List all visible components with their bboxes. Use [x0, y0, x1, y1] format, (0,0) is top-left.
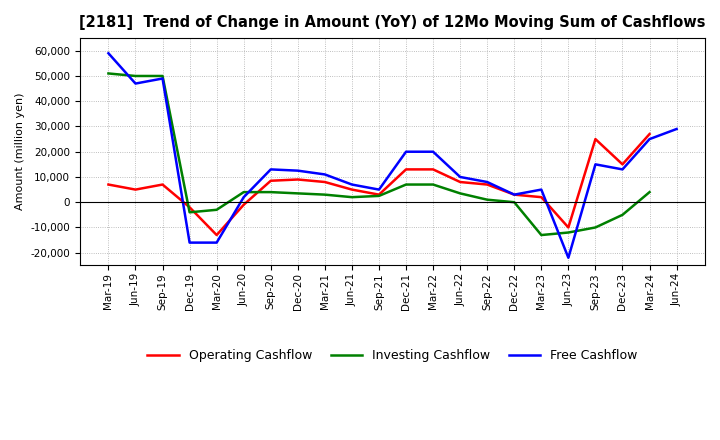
Free Cashflow: [104, 51, 113, 56]
Free Cashflow: [131, 81, 140, 86]
Free Cashflow: [591, 162, 600, 167]
Free Cashflow: [483, 180, 492, 185]
Free Cashflow: [212, 240, 221, 245]
Operating Cashflow: [212, 232, 221, 238]
Investing Cashflow: [185, 210, 194, 215]
Investing Cashflow: [429, 182, 438, 187]
Free Cashflow: [429, 149, 438, 154]
Free Cashflow: [239, 194, 248, 200]
Free Cashflow: [266, 167, 275, 172]
Operating Cashflow: [591, 136, 600, 142]
Operating Cashflow: [266, 178, 275, 183]
Investing Cashflow: [483, 197, 492, 202]
Free Cashflow: [672, 126, 681, 132]
Operating Cashflow: [483, 182, 492, 187]
Free Cashflow: [348, 182, 356, 187]
Operating Cashflow: [239, 202, 248, 207]
Operating Cashflow: [374, 192, 383, 197]
Free Cashflow: [537, 187, 546, 192]
Investing Cashflow: [131, 73, 140, 79]
Free Cashflow: [456, 174, 464, 180]
Investing Cashflow: [239, 190, 248, 195]
Line: Investing Cashflow: Investing Cashflow: [109, 73, 649, 235]
Investing Cashflow: [266, 190, 275, 195]
Investing Cashflow: [402, 182, 410, 187]
Investing Cashflow: [348, 194, 356, 200]
Free Cashflow: [618, 167, 627, 172]
Operating Cashflow: [185, 205, 194, 210]
Investing Cashflow: [645, 190, 654, 195]
Free Cashflow: [402, 149, 410, 154]
Operating Cashflow: [348, 187, 356, 192]
Free Cashflow: [320, 172, 329, 177]
Operating Cashflow: [456, 180, 464, 185]
Free Cashflow: [564, 255, 572, 260]
Investing Cashflow: [510, 200, 518, 205]
Operating Cashflow: [618, 162, 627, 167]
Free Cashflow: [185, 240, 194, 245]
Investing Cashflow: [591, 225, 600, 230]
Investing Cashflow: [537, 232, 546, 238]
Free Cashflow: [374, 187, 383, 192]
Investing Cashflow: [104, 71, 113, 76]
Operating Cashflow: [429, 167, 438, 172]
Operating Cashflow: [537, 194, 546, 200]
Operating Cashflow: [104, 182, 113, 187]
Investing Cashflow: [564, 230, 572, 235]
Investing Cashflow: [158, 73, 167, 79]
Investing Cashflow: [618, 212, 627, 217]
Free Cashflow: [158, 76, 167, 81]
Investing Cashflow: [374, 193, 383, 198]
Investing Cashflow: [294, 191, 302, 196]
Operating Cashflow: [645, 132, 654, 137]
Operating Cashflow: [320, 180, 329, 185]
Title: [2181]  Trend of Change in Amount (YoY) of 12Mo Moving Sum of Cashflows: [2181] Trend of Change in Amount (YoY) o…: [79, 15, 706, 30]
Operating Cashflow: [158, 182, 167, 187]
Operating Cashflow: [564, 225, 572, 230]
Free Cashflow: [510, 192, 518, 197]
Investing Cashflow: [456, 191, 464, 196]
Free Cashflow: [645, 136, 654, 142]
Legend: Operating Cashflow, Investing Cashflow, Free Cashflow: Operating Cashflow, Investing Cashflow, …: [143, 344, 642, 367]
Investing Cashflow: [212, 207, 221, 213]
Y-axis label: Amount (million yen): Amount (million yen): [15, 93, 25, 210]
Line: Operating Cashflow: Operating Cashflow: [109, 134, 649, 235]
Line: Free Cashflow: Free Cashflow: [109, 53, 677, 258]
Operating Cashflow: [402, 167, 410, 172]
Free Cashflow: [294, 168, 302, 173]
Operating Cashflow: [131, 187, 140, 192]
Operating Cashflow: [510, 192, 518, 197]
Investing Cashflow: [320, 192, 329, 197]
Operating Cashflow: [294, 177, 302, 182]
